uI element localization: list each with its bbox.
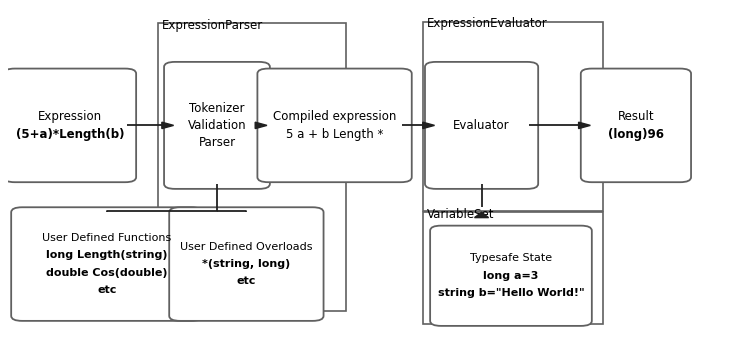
Text: User Defined Overloads: User Defined Overloads	[180, 242, 313, 252]
FancyBboxPatch shape	[423, 22, 603, 211]
FancyBboxPatch shape	[580, 69, 691, 182]
Text: Evaluator: Evaluator	[453, 119, 510, 132]
Text: Validation: Validation	[188, 119, 246, 132]
FancyBboxPatch shape	[164, 62, 270, 189]
Text: long a=3: long a=3	[483, 271, 538, 281]
Text: long Length(string): long Length(string)	[46, 250, 167, 261]
FancyBboxPatch shape	[11, 207, 202, 321]
Text: ExpressionParser: ExpressionParser	[162, 19, 263, 32]
Polygon shape	[162, 122, 173, 129]
Text: Result: Result	[617, 110, 654, 123]
Text: *(string, long): *(string, long)	[202, 259, 290, 269]
Polygon shape	[423, 122, 434, 129]
Text: (5+a)*Length(b): (5+a)*Length(b)	[16, 128, 125, 140]
Text: double Cos(double): double Cos(double)	[46, 268, 167, 278]
Text: ExpressionEvaluator: ExpressionEvaluator	[427, 17, 548, 30]
FancyBboxPatch shape	[425, 62, 538, 189]
Text: string b="Hello World!": string b="Hello World!"	[438, 288, 584, 298]
Polygon shape	[578, 122, 590, 129]
FancyBboxPatch shape	[170, 207, 323, 321]
Text: Compiled expression: Compiled expression	[273, 110, 396, 123]
FancyBboxPatch shape	[423, 212, 603, 324]
Text: Tokenizer: Tokenizer	[189, 102, 244, 115]
Text: User Defined Functions: User Defined Functions	[42, 233, 171, 243]
FancyBboxPatch shape	[4, 69, 136, 182]
Text: Expression: Expression	[38, 110, 102, 123]
Text: (long)96: (long)96	[608, 128, 664, 140]
Text: etc: etc	[97, 285, 116, 295]
Text: 5 a + b Length *: 5 a + b Length *	[286, 128, 383, 140]
FancyBboxPatch shape	[158, 24, 346, 311]
Polygon shape	[255, 122, 267, 129]
FancyBboxPatch shape	[257, 69, 412, 182]
Text: VariableSet: VariableSet	[427, 208, 494, 221]
Text: Typesafe State: Typesafe State	[470, 253, 552, 263]
Text: etc: etc	[237, 277, 256, 286]
Text: Parser: Parser	[199, 136, 236, 149]
Polygon shape	[475, 212, 489, 218]
FancyBboxPatch shape	[430, 226, 592, 326]
